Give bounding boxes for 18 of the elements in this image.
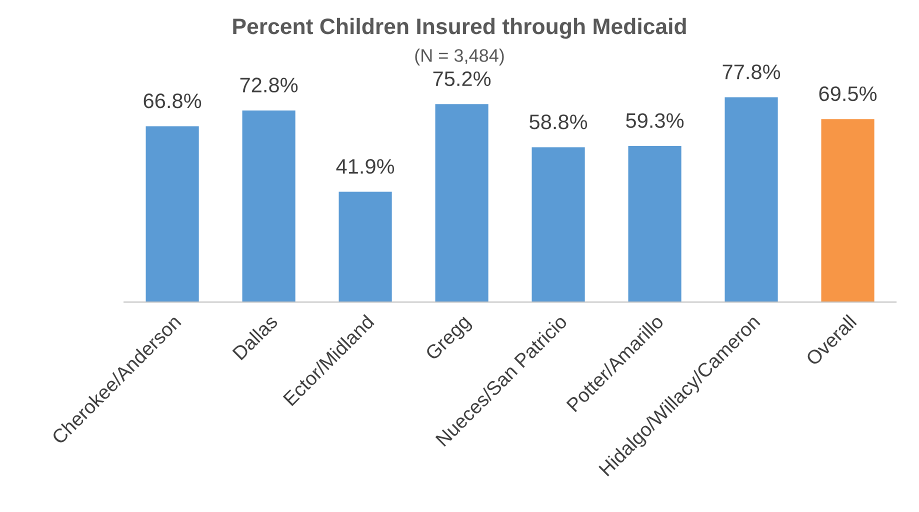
data-label: 72.8%: [240, 78, 298, 92]
chart-title: Percent Children Insured through Medicaid: [233, 18, 686, 39]
bar: [242, 110, 296, 302]
chart-subtitle: (N = 3,484): [415, 48, 504, 66]
bar: [146, 126, 199, 302]
bar: [724, 97, 778, 302]
bar: [532, 147, 585, 302]
data-label: 59.3%: [626, 113, 684, 128]
data-label: 75.2%: [433, 71, 491, 86]
bar: [338, 192, 392, 302]
bar: [821, 119, 874, 302]
data-label: 58.8%: [530, 114, 588, 130]
data-label: 41.9%: [336, 159, 394, 174]
bar: [435, 104, 488, 302]
data-label: 77.8%: [722, 64, 780, 80]
data-label: 66.8%: [144, 93, 202, 108]
bar: [628, 146, 682, 302]
data-label: 69.5%: [819, 86, 877, 102]
